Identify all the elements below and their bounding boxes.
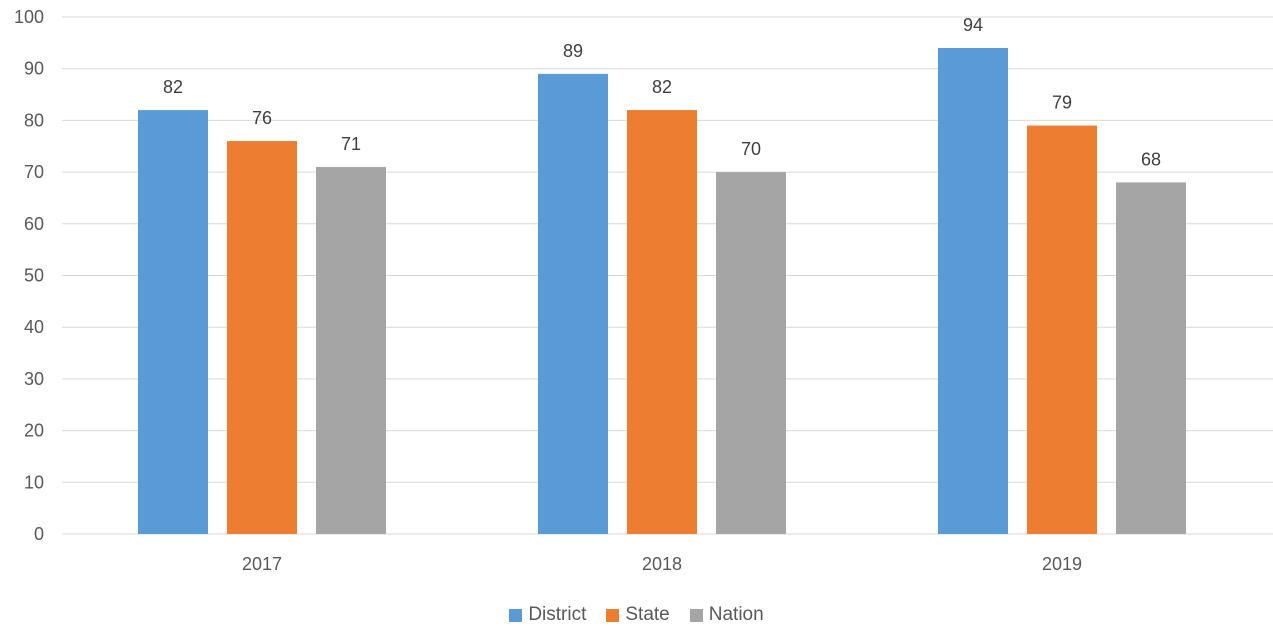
y-tick-label: 40 <box>24 317 44 337</box>
legend-swatch-nation <box>689 608 703 622</box>
legend-item-nation: Nation <box>689 604 764 626</box>
data-label-district-2018: 89 <box>563 41 583 61</box>
y-tick-label: 90 <box>24 59 44 79</box>
y-tick-label: 0 <box>34 524 44 544</box>
bar-district-2017 <box>138 110 208 534</box>
legend-label-nation: Nation <box>708 604 764 625</box>
y-tick-label: 10 <box>24 472 44 492</box>
bar-district-2018 <box>538 73 608 535</box>
legend-label-district: District <box>528 604 587 625</box>
bar-state-2019 <box>1027 125 1097 534</box>
legend-item-district: District <box>509 604 586 626</box>
data-label-state-2018: 82 <box>652 77 672 97</box>
bar-nation-2018 <box>716 172 786 534</box>
y-tick-label: 50 <box>24 266 44 286</box>
legend-swatch-state <box>606 608 620 622</box>
bar-district-2019 <box>938 48 1008 535</box>
y-tick-label: 80 <box>24 110 44 130</box>
y-tick-label: 100 <box>14 7 44 27</box>
data-label-nation-2018: 70 <box>741 139 761 159</box>
data-labels: 82 76 71 89 82 70 94 79 68 <box>163 15 1161 169</box>
y-axis-ticks: 0 10 20 30 40 50 60 70 80 90 100 <box>14 7 44 544</box>
x-axis-ticks: 2017 2018 2019 <box>242 554 1082 574</box>
data-label-state-2019: 79 <box>1052 93 1072 113</box>
data-label-nation-2017: 71 <box>341 134 361 154</box>
bar-state-2018 <box>627 110 697 534</box>
legend-label-state: State <box>625 604 670 625</box>
data-label-district-2017: 82 <box>163 77 183 97</box>
y-tick-label: 70 <box>24 162 44 182</box>
legend: District State Nation <box>0 604 1273 626</box>
bar-nation-2019 <box>1116 182 1186 534</box>
bars <box>138 48 1186 535</box>
legend-swatch-district <box>509 608 523 622</box>
x-tick-label-2019: 2019 <box>1042 554 1082 574</box>
y-tick-label: 30 <box>24 369 44 389</box>
bar-nation-2017 <box>316 166 386 534</box>
legend-item-state: State <box>606 604 670 626</box>
bar-state-2017 <box>227 141 297 534</box>
y-tick-label: 20 <box>24 421 44 441</box>
y-tick-label: 60 <box>24 214 44 234</box>
x-tick-label-2018: 2018 <box>642 554 682 574</box>
data-label-state-2017: 76 <box>252 108 272 128</box>
data-label-nation-2019: 68 <box>1141 149 1161 169</box>
chart-canvas: 0 10 20 30 40 50 60 70 80 90 100 82 76 71 89 82 70 94 79 6… <box>14 7 1273 574</box>
x-tick-label-2017: 2017 <box>242 554 282 574</box>
data-label-district-2019: 94 <box>963 15 983 35</box>
